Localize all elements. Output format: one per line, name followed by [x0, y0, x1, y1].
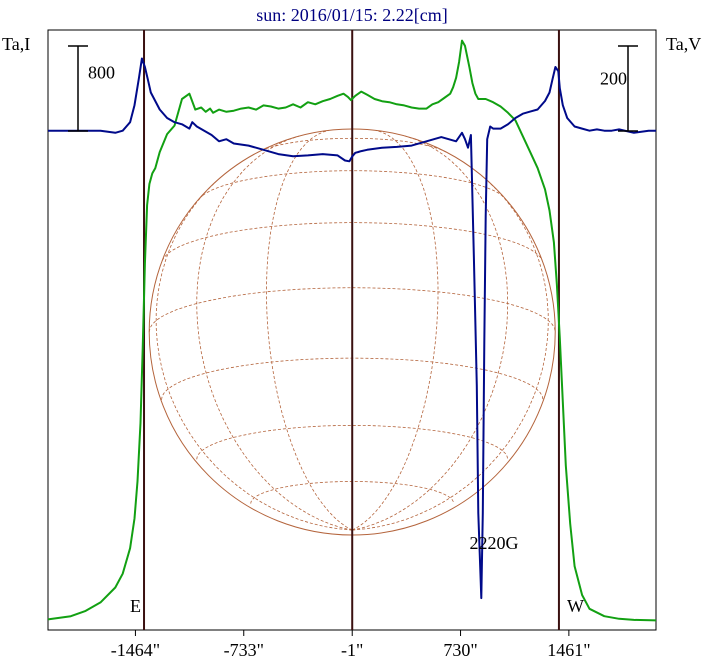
- right-axis-label: Ta,V: [666, 34, 701, 54]
- scale-bars: 800 200: [68, 45, 638, 132]
- latitude-line: [196, 424, 509, 460]
- series-line-I: [47, 39, 657, 622]
- chart-title: sun: 2016/01/15: 2.22[cm]: [256, 5, 448, 25]
- latitude-line: [148, 287, 556, 333]
- x-tick-label: -1": [341, 640, 363, 660]
- series-line-V: [48, 57, 656, 600]
- x-tick-label: -1464": [111, 640, 160, 660]
- limb-label-east: E: [130, 596, 141, 616]
- x-tick-label: 1461": [547, 640, 590, 660]
- series-group: [47, 39, 657, 622]
- longitude-line: [155, 181, 353, 531]
- longitude-line: [352, 130, 439, 531]
- scale-bar-label-V: 200: [600, 68, 627, 88]
- latitude-line: [198, 170, 506, 200]
- longitude-line: [196, 135, 353, 531]
- scale-bar-label-I: 800: [88, 62, 115, 82]
- left-axis-label: Ta,I: [2, 34, 30, 54]
- annotation-2220g: 2220G: [470, 533, 519, 553]
- longitude-line: [266, 130, 353, 531]
- longitude-line: [352, 135, 509, 531]
- x-axis-ticks: -1464" -733" -1" 730" 1461": [111, 630, 591, 660]
- longitude-line: [352, 181, 549, 531]
- limb-label-west: W: [567, 596, 584, 616]
- x-tick-label: -733": [224, 640, 264, 660]
- latitude-line: [161, 222, 543, 261]
- x-tick-label: 730": [443, 640, 477, 660]
